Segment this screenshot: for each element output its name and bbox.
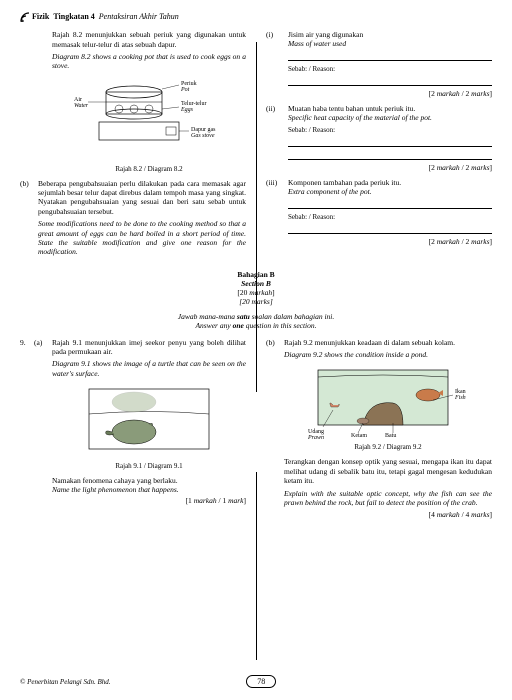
svg-text:Batu: Batu	[385, 433, 396, 439]
diagram-9-1: Rajah 9.1 / Diagram 9.1	[52, 384, 246, 470]
marks: [2 markah / 2 marks]	[288, 89, 492, 98]
left-column: Rajah 8.2 menunjukkan sebuah periuk yang…	[20, 30, 246, 260]
section-name: Pentaksiran Akhir Tahun	[99, 12, 179, 21]
page-footer: © Penerbitan Pelangi Sdn. Bhd. 78	[20, 675, 492, 688]
q9b-text-i: Diagram 9.2 shows the condition inside a…	[284, 350, 492, 359]
column-divider	[256, 42, 257, 392]
svg-text:Ketam: Ketam	[351, 433, 367, 439]
diagram-8-2: PeriukPot AirWater Telur-telurEggs Dapur…	[52, 77, 246, 173]
sebab: Sebab: / Reason:	[288, 213, 492, 221]
q9a-column: 9. (a) Rajah 9.1 menunjukkan imej seekor…	[20, 338, 246, 526]
blank-line	[288, 199, 492, 209]
q9-label: 9.	[20, 338, 34, 512]
svg-text:Water: Water	[74, 103, 89, 109]
blank-line	[288, 76, 492, 86]
i-text: Jisim air yang digunakan	[288, 30, 492, 39]
q9a-q-i: Name the light phenomenon that happens.	[52, 485, 246, 494]
caption-9-2: Rajah 9.2 / Diagram 9.2	[284, 443, 492, 451]
ii-label: (ii)	[266, 104, 288, 178]
blank-line	[288, 150, 492, 160]
p1i: Diagram 8.2 shows a cooking pot that is …	[52, 52, 246, 71]
rss-icon	[20, 12, 30, 22]
diagram-9-2: UdangPrawn KetamCrab BatuRock IkanFish R…	[284, 365, 492, 451]
blank-line	[288, 224, 492, 234]
i-label: (i)	[266, 30, 288, 104]
iii-text-i: Extra component of the pot.	[288, 187, 492, 196]
marks: [2 markah / 2 marks]	[288, 163, 492, 172]
q9b-text: Rajah 9.2 menunjukkan keadaan di dalam s…	[284, 338, 492, 347]
q9a-label: (a)	[34, 338, 52, 512]
q-b-label: (b)	[20, 179, 38, 260]
q9b-label: (b)	[266, 338, 284, 526]
blank-line	[288, 51, 492, 61]
svg-text:Pot: Pot	[180, 87, 190, 93]
svg-text:Eggs: Eggs	[180, 107, 194, 113]
iii-text: Komponen tambahan pada periuk itu.	[288, 178, 492, 187]
q9b-q: Terangkan dengan konsep optik yang sesua…	[284, 457, 492, 485]
q9a-text: Rajah 9.1 menunjukkan imej seekor penyu …	[52, 338, 246, 357]
svg-text:Fish: Fish	[454, 395, 466, 401]
marks: [2 markah / 2 marks]	[288, 237, 492, 246]
q9a-marks: [1 markah / 1 mark]	[52, 496, 246, 505]
q-b-text-i: Some modifications need to be done to th…	[38, 219, 246, 257]
q9b-column: (b) Rajah 9.2 menunjukkan keadaan di dal…	[266, 338, 492, 526]
publisher: © Penerbitan Pelangi Sdn. Bhd.	[20, 678, 110, 686]
column-divider-2	[256, 472, 257, 660]
svg-text:Gas stove: Gas stove	[191, 133, 215, 139]
level: Tingkatan 4	[53, 12, 94, 21]
q9b-marks: [4 markah / 4 marks]	[284, 510, 492, 519]
subject: Fizik	[32, 12, 49, 21]
q9a-q: Namakan fenomena cahaya yang berlaku.	[52, 476, 246, 485]
q9b-q-i: Explain with the suitable optic concept,…	[284, 489, 492, 508]
iii-label: (iii)	[266, 178, 288, 252]
sebab: Sebab: / Reason:	[288, 65, 492, 73]
ii-text: Muatan haba tentu bahan untuk periuk itu…	[288, 104, 492, 113]
q-b-text: Beberapa pengubahsuaian perlu dilakukan …	[38, 179, 246, 217]
ii-text-i: Specific heat capacity of the material o…	[288, 113, 492, 122]
svg-text:Prawn: Prawn	[307, 435, 324, 440]
i-text-i: Mass of water used	[288, 39, 492, 48]
page-header: Fizik Tingkatan 4 Pentaksiran Akhir Tahu…	[20, 12, 492, 22]
caption-8-2: Rajah 8.2 / Diagram 8.2	[52, 165, 246, 173]
sebab: Sebab: / Reason:	[288, 126, 492, 134]
right-column: (i) Jisim air yang digunakan Mass of wat…	[266, 30, 492, 260]
caption-9-1: Rajah 9.1 / Diagram 9.1	[52, 462, 246, 470]
page-number: 78	[246, 675, 276, 688]
p1: Rajah 8.2 menunjukkan sebuah periuk yang…	[52, 30, 246, 49]
blank-line	[288, 137, 492, 147]
q9a-text-i: Diagram 9.1 shows the image of a turtle …	[52, 359, 246, 378]
